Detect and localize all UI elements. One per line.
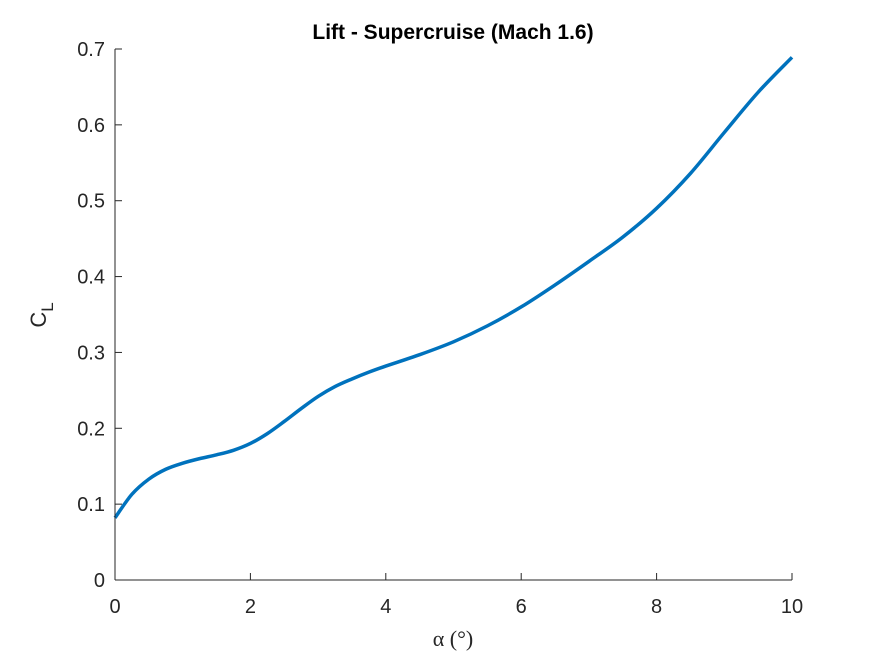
svg-text:CL: CL [26,302,57,327]
x-tick-label: 4 [380,596,391,618]
y-tick-label: 0.1 [77,494,105,516]
y-tick-label: 0.3 [77,342,105,364]
x-tick-label: 0 [109,596,120,618]
y-tick-label: 0.5 [77,191,105,213]
x-tick-label: 6 [516,596,527,618]
y-tick-label: 0.2 [77,418,105,440]
y-axis-label-main: C [26,312,51,328]
y-axis-label-subscript: L [38,302,57,311]
x-tick-label: 8 [651,596,662,618]
x-tick-label: 2 [245,596,256,618]
series-line [113,56,794,519]
y-tick-label: 0.6 [77,115,105,137]
x-tick-label: 10 [781,596,803,618]
y-tick-label: 0 [94,570,105,592]
axes [114,49,792,581]
y-tick-label: 0.4 [77,267,105,289]
chart-title: Lift - Supercruise (Mach 1.6) [312,21,593,44]
y-tick-label: 0.7 [77,39,105,61]
plot-area [113,56,794,519]
y-axis-label: CL [26,302,57,327]
ticks: 0 2 4 6 8 10 0 0.1 0.2 0.3 0.4 0.5 0.6 0.7 [77,39,803,618]
x-axis-label: α (°) [433,626,473,651]
